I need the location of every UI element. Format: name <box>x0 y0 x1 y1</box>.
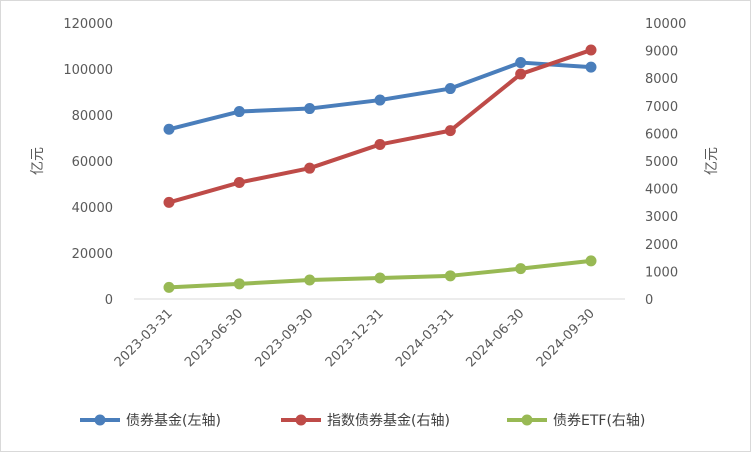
data-point <box>304 103 316 115</box>
y-right-tick-label: 9000 <box>645 45 678 60</box>
legend-label: 债券ETF(右轴) <box>553 413 645 429</box>
data-point <box>374 94 386 106</box>
x-tick-label: 2023-09-30 <box>252 306 316 370</box>
legend-swatch-marker <box>521 414 533 426</box>
data-point <box>163 281 175 293</box>
data-point <box>304 274 316 286</box>
y-left-axis-title: 亿元 <box>30 147 46 175</box>
data-point <box>304 162 316 174</box>
data-point <box>515 263 527 275</box>
legend: 债券基金(左轴) 指数债券基金(右轴) 债券ETF(右轴) <box>80 412 645 429</box>
data-point <box>233 177 245 189</box>
y-right-tick-label: 3000 <box>645 210 678 225</box>
y-right-tick-label: 5000 <box>645 155 678 170</box>
x-tick-label: 2023-06-30 <box>182 306 246 370</box>
data-point <box>233 106 245 118</box>
x-tick-label: 2024-09-30 <box>534 306 598 370</box>
data-point <box>444 270 456 282</box>
series-line-1 <box>167 48 593 205</box>
data-point <box>585 255 597 267</box>
y-left-tick-label: 60000 <box>72 155 113 170</box>
y-right-tick-label: 8000 <box>645 72 678 87</box>
y-right-tick-label: 4000 <box>645 183 678 198</box>
data-point <box>515 57 527 69</box>
data-point <box>374 272 386 284</box>
data-point <box>444 125 456 137</box>
y-right-tick-label: 10000 <box>645 17 686 32</box>
x-tick-label: 2023-03-31 <box>112 306 176 370</box>
y-right-tick-label: 6000 <box>645 127 678 142</box>
legend-swatch-marker <box>295 414 307 426</box>
y-right-tick-label: 1000 <box>645 265 678 280</box>
data-point <box>374 138 386 150</box>
data-point <box>163 123 175 135</box>
x-tick-label: 2024-03-31 <box>393 306 457 370</box>
legend-label: 指数债券基金(右轴) <box>327 412 450 429</box>
legend-label: 债券基金(左轴) <box>126 412 221 429</box>
x-tick-label: 2023-12-31 <box>323 306 387 370</box>
data-point <box>163 196 175 208</box>
y-right-tick-label: 0 <box>645 293 653 308</box>
data-point <box>585 44 597 56</box>
legend-swatch-marker <box>94 414 106 426</box>
y-left-tick-label: 120000 <box>63 17 113 32</box>
y-left-tick-label: 100000 <box>63 63 113 78</box>
y-right-tick-label: 7000 <box>645 100 678 115</box>
y-left-tick-label: 0 <box>105 293 113 308</box>
series-layer <box>163 44 597 293</box>
x-tick-label: 2024-06-30 <box>463 306 527 370</box>
y-right-tick-label: 2000 <box>645 238 678 253</box>
y-left-tick-label: 20000 <box>72 247 113 262</box>
data-point <box>233 278 245 290</box>
data-point <box>444 83 456 95</box>
y-left-tick-label: 80000 <box>72 109 113 124</box>
y-left-tick-label: 40000 <box>72 201 113 216</box>
axes-layer: 0 20000 40000 60000 80000 100000 120000 0 1000 20… <box>30 17 720 370</box>
y-right-axis-title: 亿元 <box>704 147 720 175</box>
data-point <box>515 68 527 80</box>
data-point <box>585 61 597 73</box>
